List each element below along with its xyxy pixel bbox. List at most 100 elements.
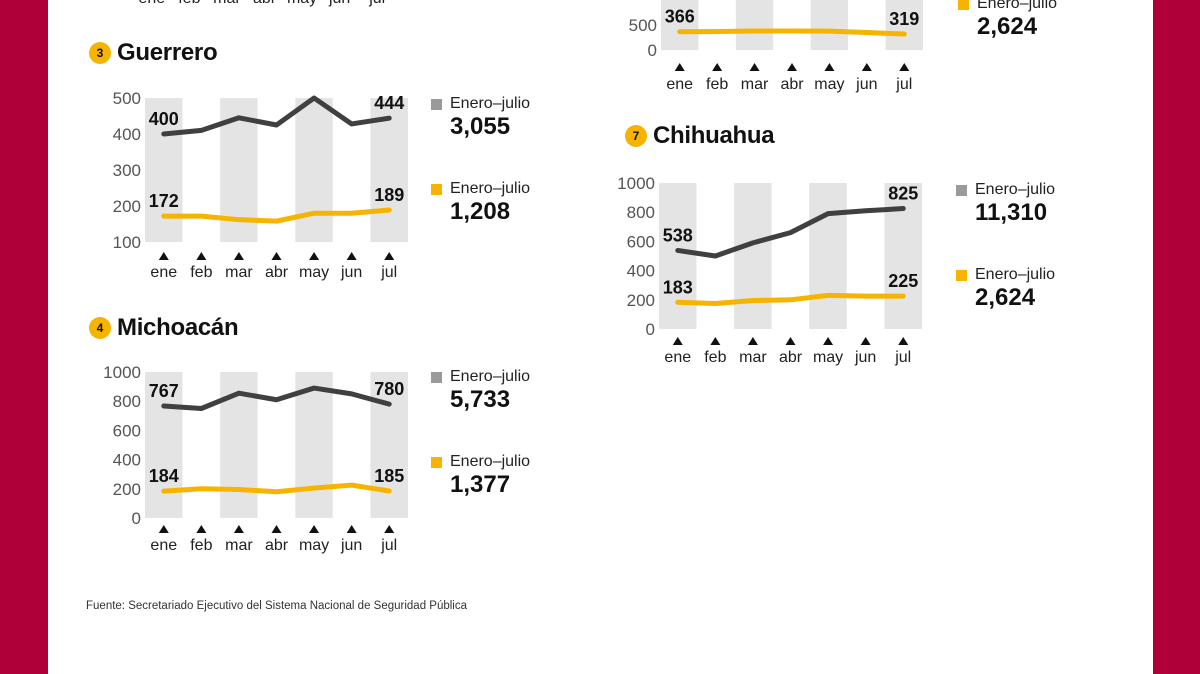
y-tick-label: 600 (627, 232, 655, 251)
x-tick-label: jun (328, 0, 350, 7)
plot-column (810, 0, 849, 50)
title-michoacan: 4 Michoacán (89, 314, 239, 342)
x-tick-marker-icon (158, 252, 169, 260)
plot-column (661, 0, 699, 50)
legend-label: Enero–julio (977, 0, 1058, 12)
x-tick-label: ene (150, 264, 177, 281)
y-tick-label: 600 (113, 421, 141, 440)
legend-total: 2,624 (975, 284, 1036, 311)
source-note: Fuente: Secretariado Ejecutivo del Siste… (86, 600, 467, 612)
x-tick-label: jul (368, 0, 385, 7)
x-tick-label: jun (854, 349, 876, 366)
x-tick-marker-icon (346, 252, 357, 260)
x-tick-label: jul (894, 349, 911, 366)
plot-column (809, 183, 847, 329)
y-tick-label: 100 (113, 233, 141, 252)
y-tick-label: 0 (646, 320, 655, 339)
x-tick-label: may (299, 537, 329, 554)
x-tick-label: jul (380, 264, 397, 281)
yellow-series-line (161, 482, 392, 495)
y-tick-label: 400 (627, 262, 655, 281)
x-tick-label: feb (706, 76, 728, 93)
x-tick-marker-icon (233, 252, 244, 260)
x-tick-marker-icon (712, 63, 723, 71)
legend-label: Enero–julio (975, 181, 1056, 198)
legend-label: Enero–julio (450, 368, 531, 385)
y-tick-label: 1000 (103, 363, 141, 382)
state-name: Guerrero (117, 39, 218, 66)
plot-column (848, 0, 886, 50)
x-tick-label: may (299, 264, 329, 281)
x-tick-label: feb (190, 537, 212, 554)
plot-column (295, 372, 333, 518)
legend-label: Enero–julio (975, 266, 1056, 283)
x-tick-label: abr (780, 76, 804, 93)
data-label-end: 319 (889, 9, 919, 29)
yellow-series-line (161, 207, 392, 224)
plot-column (884, 183, 922, 329)
legend-michoacan-dark: Enero–julio 5,733 (431, 368, 601, 414)
plot-column (182, 372, 221, 518)
legend-guerrero-yellow: Enero–julio 1,208 (431, 180, 601, 226)
state-name: Michoacán (117, 314, 239, 341)
x-tick-marker-icon (309, 252, 320, 260)
data-label-end: 225 (888, 271, 918, 291)
x-tick-label: mar (213, 0, 241, 7)
y-tick-label: 400 (113, 125, 141, 144)
plot-column (698, 0, 736, 50)
x-tick-marker-icon (861, 63, 872, 71)
chart-guerrero: 100 200 300 400 500 400 444 172 189 ene feb mar abr m… (113, 89, 408, 281)
x-tick-label: mar (741, 76, 769, 93)
plot-column (773, 0, 811, 50)
yellow-series-line (677, 28, 907, 37)
data-label-start: 184 (149, 466, 179, 486)
x-tick-label: may (287, 0, 317, 7)
data-label-start: 767 (149, 381, 179, 401)
dark-series-line (161, 95, 392, 137)
x-tick-marker-icon (196, 525, 207, 533)
legend-total: 1,377 (450, 471, 511, 498)
data-label-end: 444 (374, 93, 404, 113)
x-tick-marker-icon (309, 525, 320, 533)
data-label-start: 400 (149, 109, 179, 129)
legend-label: Enero–julio (450, 95, 531, 112)
x-tick-marker-icon (346, 525, 357, 533)
legend-total: 3,055 (450, 113, 511, 140)
x-tick-marker-icon (898, 337, 909, 345)
plot-column (734, 183, 772, 329)
plot-column (182, 98, 221, 242)
chart-top-right: 0 500 366 319 ene feb mar abr may jun jul (629, 0, 923, 93)
x-tick-marker-icon (787, 63, 797, 71)
x-tick-label: mar (739, 349, 767, 366)
x-tick-marker-icon (233, 525, 244, 533)
legend-total: 2,624 (977, 13, 1038, 40)
legend-chihuahua-yellow: Enero–julio 2,624 (956, 266, 1126, 312)
x-tick-label: feb (178, 0, 200, 7)
data-label-start: 172 (149, 191, 179, 211)
x-tick-marker-icon (384, 525, 395, 533)
number-badge: 4 (89, 317, 111, 339)
x-tick-label: ene (138, 0, 165, 7)
y-tick-label: 0 (132, 509, 141, 528)
x-tick-label: jun (340, 264, 362, 281)
gray-legend-swatch (956, 184, 967, 196)
x-tick-marker-icon (384, 252, 395, 260)
legend-total: 1,208 (450, 198, 511, 225)
y-tick-label: 500 (629, 16, 657, 35)
plot-column (659, 183, 697, 329)
x-tick-label: abr (779, 349, 803, 366)
data-label-end: 185 (374, 466, 404, 486)
y-tick-label: 0 (648, 41, 657, 60)
dark-series-line (161, 385, 392, 411)
x-tick-marker-icon (674, 63, 685, 71)
plot-column (846, 183, 885, 329)
x-tick-label: feb (190, 264, 212, 281)
x-tick-label: jun (340, 537, 362, 554)
x-tick-marker-icon (749, 63, 760, 71)
y-tick-label: 400 (113, 451, 141, 470)
x-tick-label: jul (380, 537, 397, 554)
x-tick-label: jun (855, 76, 877, 93)
x-tick-label: feb (704, 349, 726, 366)
legend-total: 11,310 (975, 199, 1048, 226)
